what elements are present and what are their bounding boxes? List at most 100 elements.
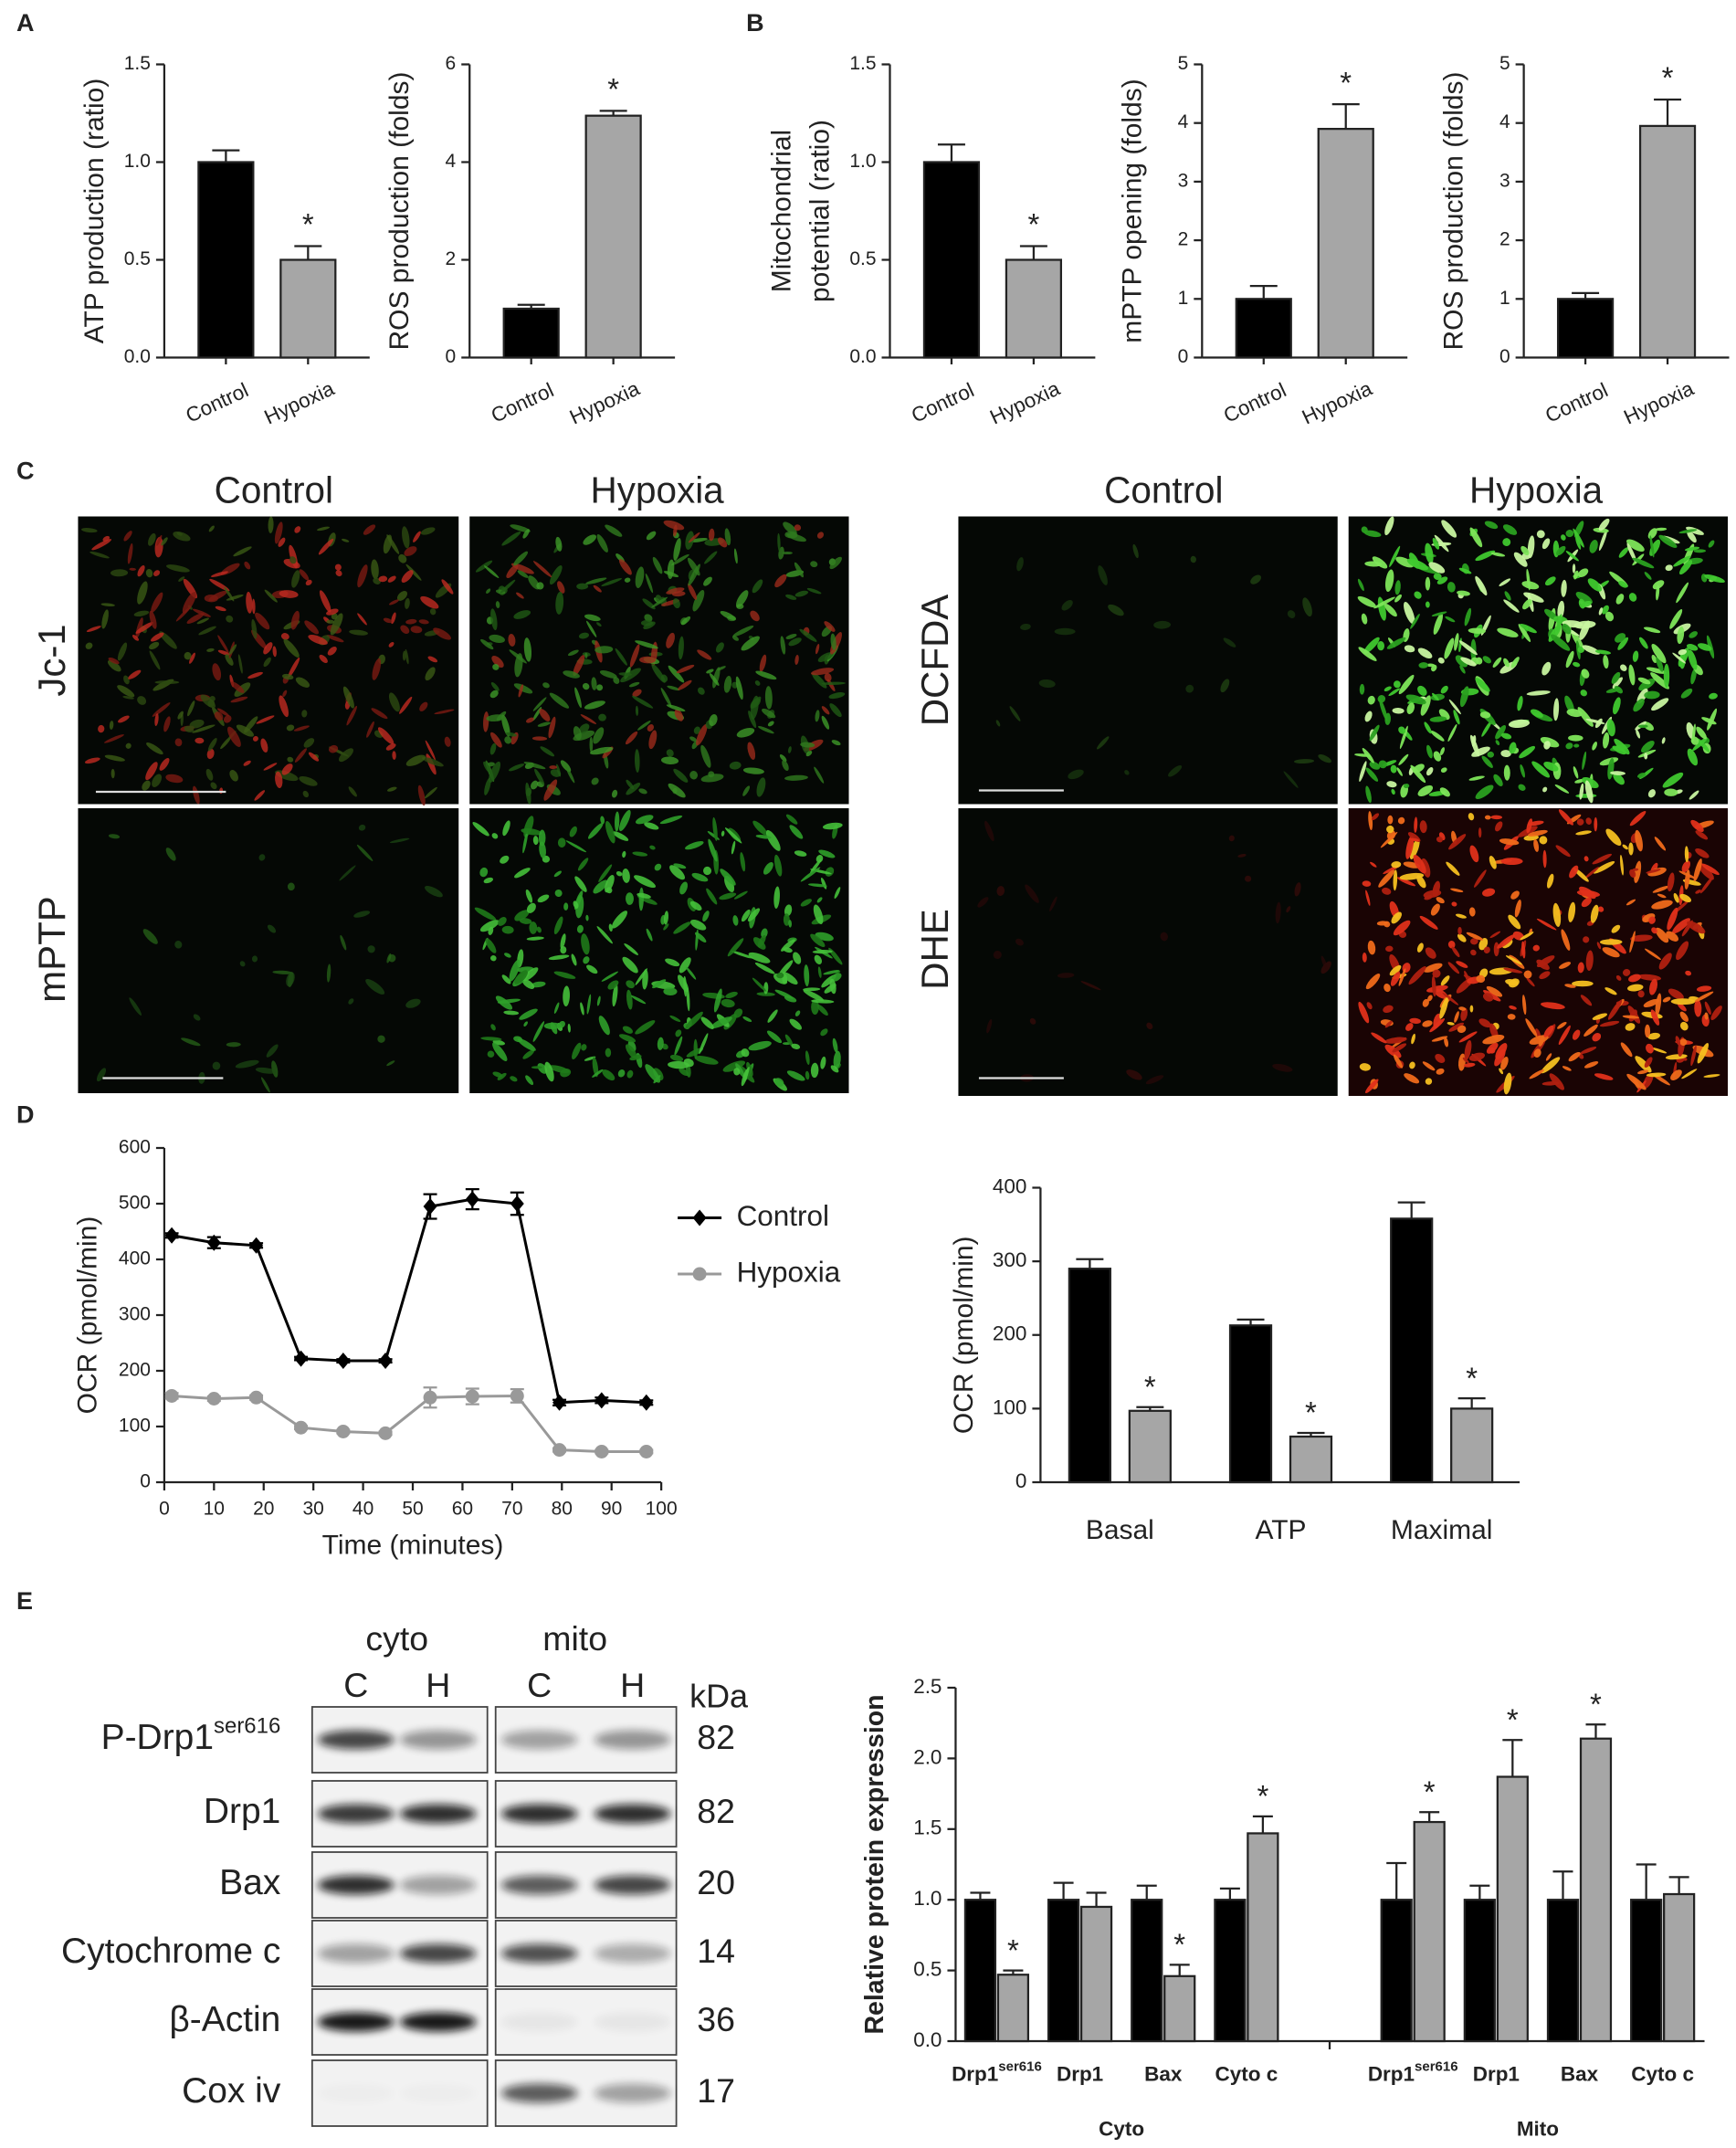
cell <box>1482 888 1496 897</box>
cell <box>1228 835 1235 842</box>
cell <box>1507 1014 1516 1020</box>
cell <box>1409 1017 1421 1024</box>
cell <box>522 529 530 539</box>
cell <box>1482 656 1491 664</box>
cell <box>573 726 582 741</box>
cell <box>137 696 147 705</box>
cell <box>708 528 715 542</box>
cell <box>1397 816 1405 825</box>
cell <box>1558 1025 1571 1046</box>
cell <box>659 815 683 825</box>
cell <box>1677 1002 1687 1012</box>
cell <box>1670 998 1696 1006</box>
cell <box>821 715 830 730</box>
cell <box>785 634 797 639</box>
y-tick-label: 0 <box>1015 1469 1027 1492</box>
cell <box>720 869 736 886</box>
cell <box>525 1075 534 1086</box>
cell <box>1440 685 1448 694</box>
cell <box>1597 906 1604 912</box>
cell <box>532 697 547 711</box>
cell <box>674 709 684 721</box>
kda-value: 20 <box>697 1863 735 1901</box>
cell <box>1362 747 1374 763</box>
cell <box>1556 545 1566 556</box>
bar <box>197 161 255 359</box>
y-tick-label: 1.0 <box>124 151 151 172</box>
cell <box>612 831 629 841</box>
cell <box>1581 669 1590 679</box>
blot-band <box>317 1804 395 1824</box>
cell <box>824 672 832 682</box>
cell <box>491 656 504 668</box>
cell <box>785 814 798 825</box>
cell <box>1622 844 1628 850</box>
cell <box>773 886 780 909</box>
cell <box>388 692 400 712</box>
cell <box>149 610 157 629</box>
cell <box>1611 924 1621 933</box>
cell <box>1469 1005 1474 1013</box>
cell <box>1393 920 1411 936</box>
cell <box>1495 1043 1508 1060</box>
cell <box>622 1026 633 1034</box>
cell <box>1439 787 1450 797</box>
cell <box>101 609 109 629</box>
cell <box>339 865 356 881</box>
cell <box>1436 1068 1445 1075</box>
cell <box>301 710 308 718</box>
cell <box>418 619 429 625</box>
cell <box>117 685 135 698</box>
cell <box>1520 545 1530 556</box>
cell <box>1668 988 1684 1000</box>
cell <box>1521 941 1526 959</box>
blot-band <box>500 1804 578 1824</box>
cell <box>703 866 712 876</box>
cell <box>833 1050 841 1069</box>
cell <box>679 881 689 895</box>
cell <box>1505 955 1522 965</box>
cell <box>549 692 570 709</box>
significance-mark: * <box>1027 207 1039 241</box>
x-tick-label: Hypoxia <box>261 376 339 428</box>
micrograph <box>469 516 849 805</box>
cell <box>386 1060 395 1067</box>
cell <box>637 892 651 899</box>
protein-label: Drp1 <box>204 1792 280 1831</box>
cell <box>761 928 768 939</box>
cell <box>522 830 529 854</box>
cell <box>1582 645 1600 655</box>
cell <box>91 539 112 551</box>
cell <box>1409 838 1420 859</box>
cell <box>386 534 400 554</box>
cell <box>308 752 320 762</box>
cell <box>389 837 410 844</box>
blot-band <box>594 1730 671 1750</box>
cell <box>1557 600 1565 619</box>
cell <box>1417 685 1427 696</box>
cell <box>1468 813 1475 821</box>
cell <box>1592 853 1613 865</box>
category-name: Bax <box>1144 2062 1183 2085</box>
cell <box>635 640 658 649</box>
cell <box>1220 679 1230 693</box>
cell <box>663 520 685 531</box>
cell <box>733 548 738 564</box>
cell <box>1661 737 1666 744</box>
cell <box>1287 610 1296 619</box>
cell <box>733 890 748 900</box>
cell <box>1704 574 1725 584</box>
cell <box>159 631 177 649</box>
y-tick-label: 2.5 <box>913 1675 942 1698</box>
bar <box>1068 1268 1111 1484</box>
cell <box>1439 747 1445 756</box>
cell <box>356 844 374 861</box>
cell <box>398 553 407 563</box>
cell <box>251 619 258 639</box>
cell <box>1577 646 1584 654</box>
cell <box>146 742 163 755</box>
cell <box>1561 579 1567 597</box>
cell <box>288 657 300 678</box>
panel-label: D <box>16 1101 34 1129</box>
cell <box>577 858 589 871</box>
